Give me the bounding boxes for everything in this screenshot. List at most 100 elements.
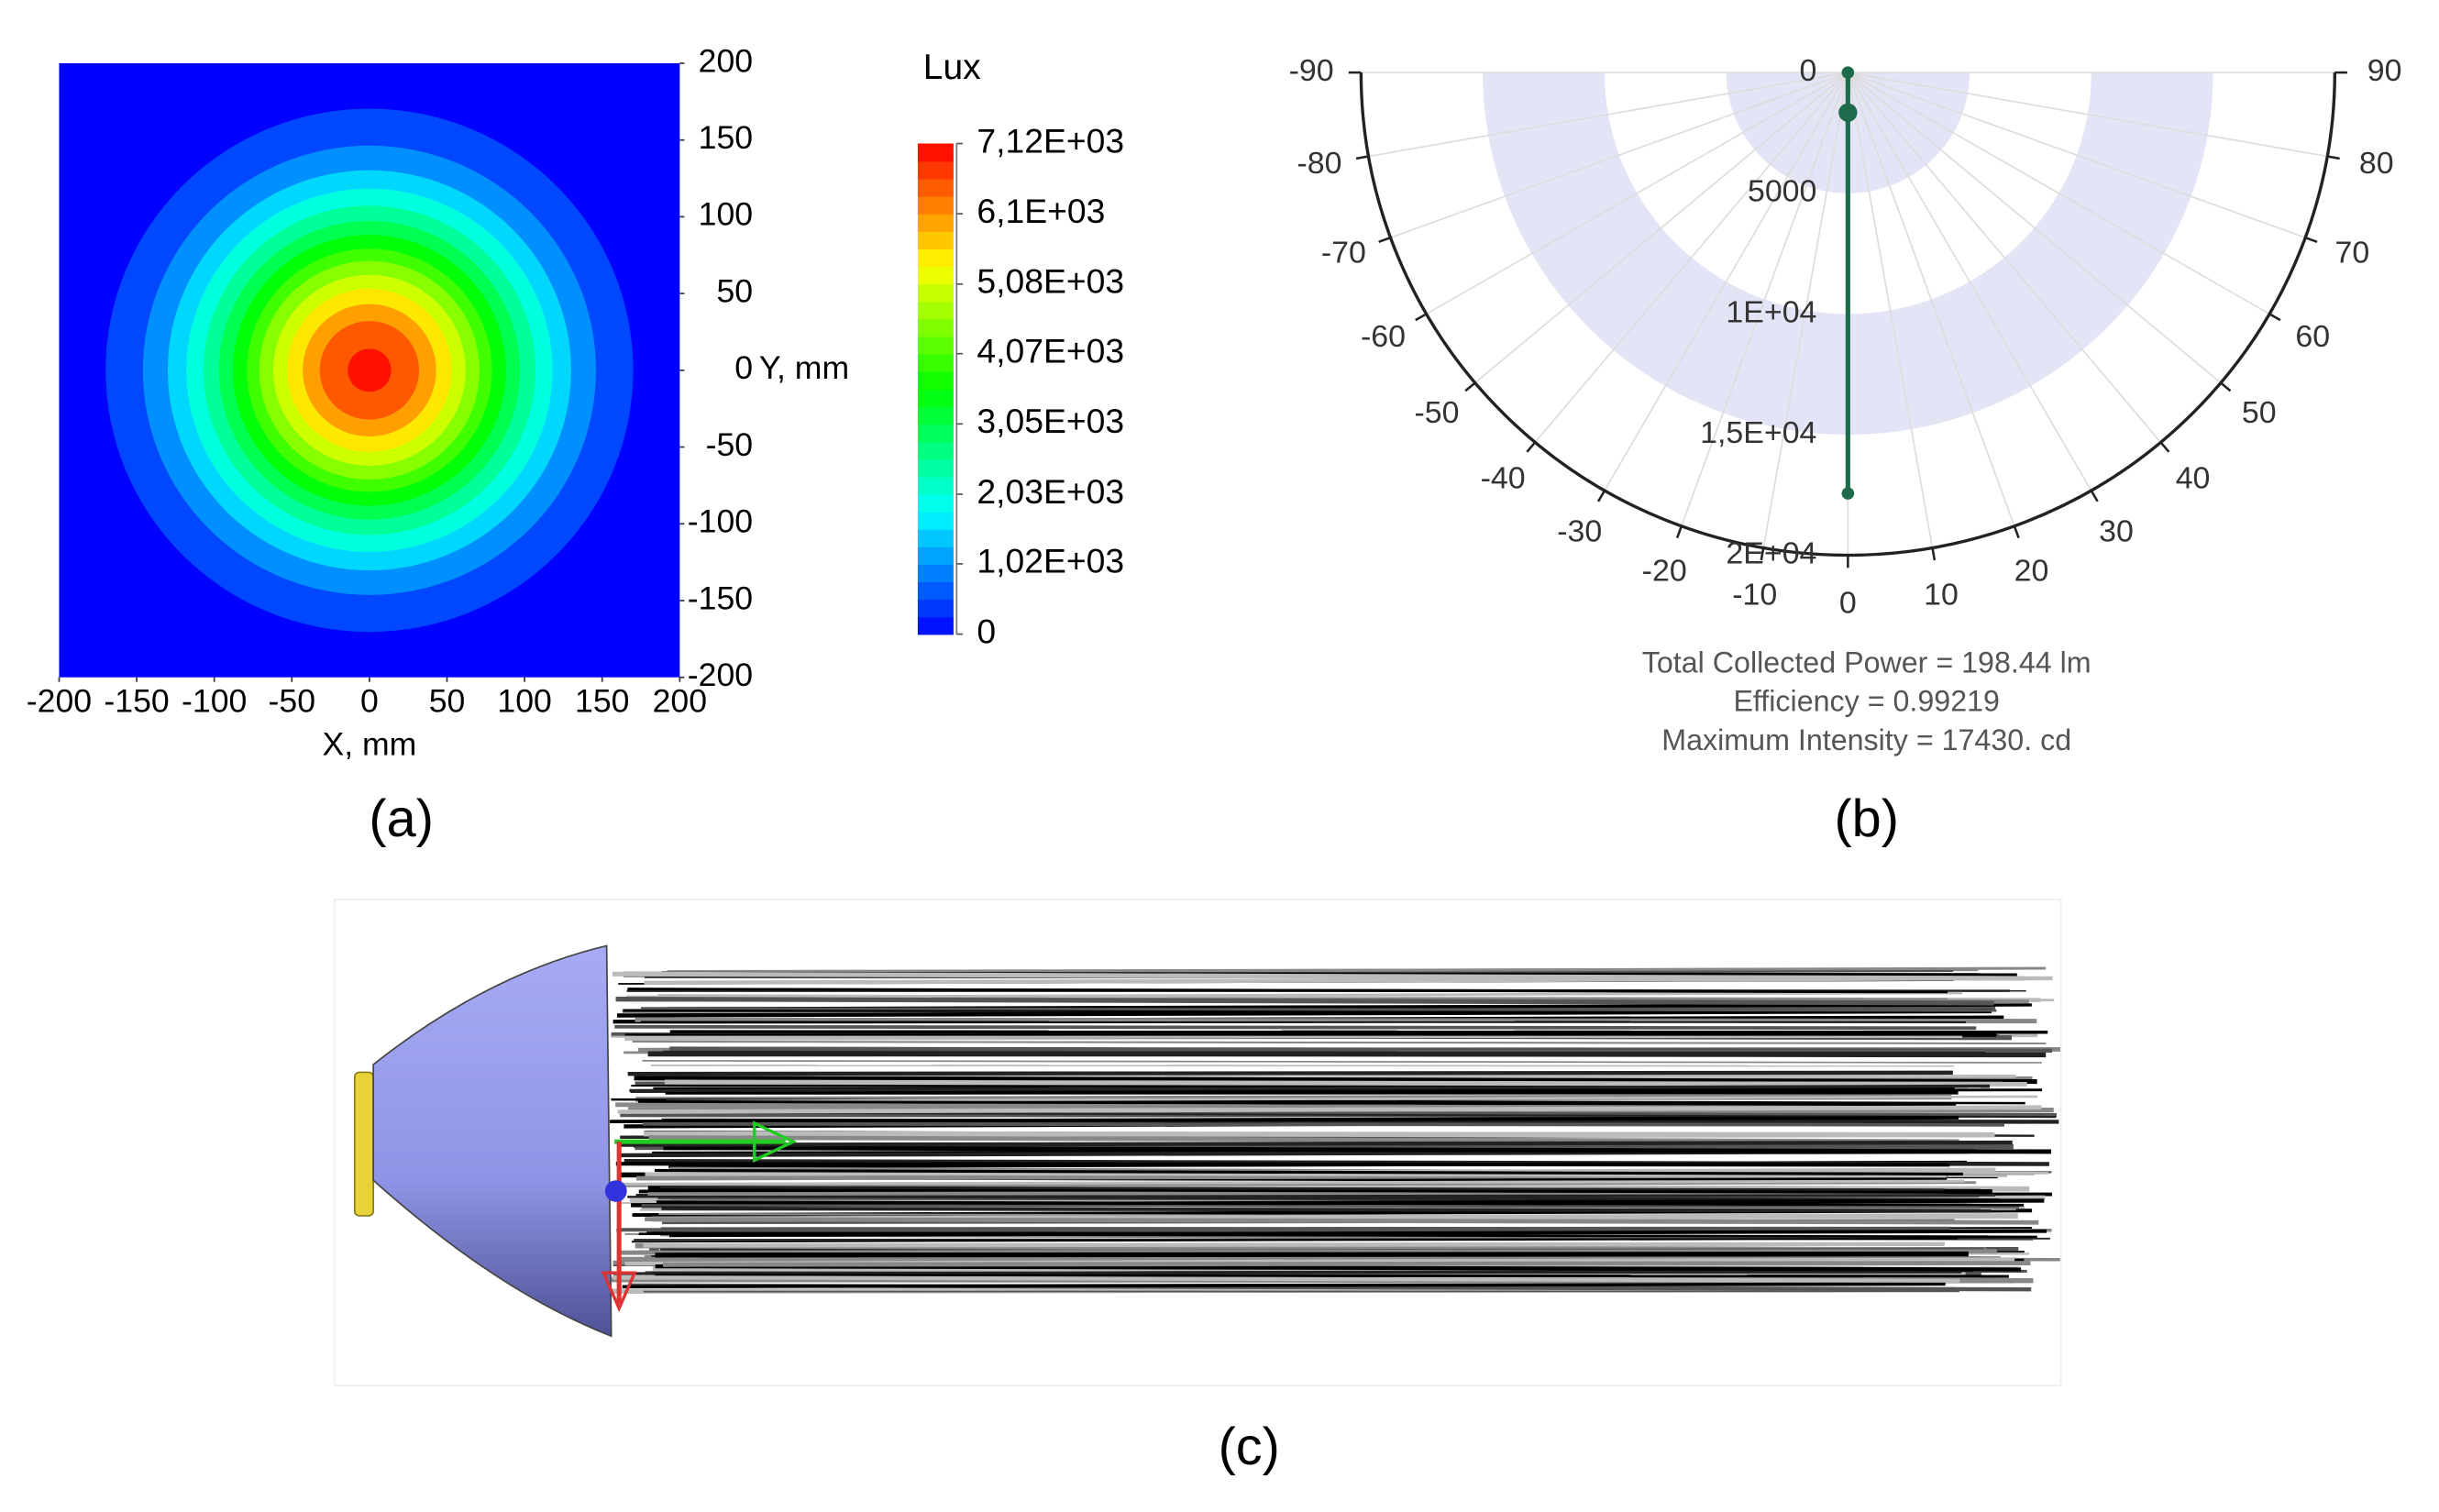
- ray: [612, 971, 2025, 981]
- theta-tick-label: 80: [2359, 146, 2394, 181]
- theta-tick-label: 20: [2014, 554, 2049, 589]
- axis-y-head: [753, 1120, 798, 1164]
- theta-tick: [2090, 490, 2099, 502]
- colorbar-band: [917, 389, 954, 407]
- ray: [661, 966, 2047, 975]
- theta-tick-label: -10: [1732, 578, 1777, 613]
- colorbar-band: [917, 160, 954, 180]
- led-source: [353, 1071, 374, 1217]
- colorbar-band: [917, 266, 954, 285]
- spoke: [1847, 72, 1934, 548]
- colorbar-tick-label: 6,1E+03: [977, 192, 1105, 230]
- spoke: [1426, 72, 1849, 315]
- theta-tick: [1415, 313, 1428, 322]
- colorbar-title: Lux: [923, 48, 981, 87]
- ray: [612, 1275, 1960, 1283]
- theta-tick: [2327, 155, 2340, 160]
- annotation: Efficiency = 0.99219: [1733, 685, 2000, 718]
- colorbar-band: [917, 476, 954, 495]
- x-tick-label: -150: [104, 683, 169, 720]
- ray: [659, 1186, 1945, 1191]
- spoke: [1368, 72, 1849, 158]
- colorbar-band: [917, 546, 954, 565]
- theta-tick-label: 30: [2099, 514, 2134, 549]
- theta-tick: [1464, 381, 1476, 392]
- colorbar-band: [917, 283, 954, 303]
- colorbar-band: [917, 564, 954, 583]
- x-tick-label: -50: [269, 683, 315, 720]
- colorbar-band: [917, 213, 954, 232]
- colorbar-band: [917, 370, 954, 390]
- panel-label: (b): [1834, 789, 1898, 848]
- colorbar-tick-label: 2,03E+03: [977, 472, 1124, 511]
- reflector: [372, 944, 613, 1338]
- r-tick-label: 1,5E+04: [1700, 415, 1816, 450]
- y-axis-label: Y, mm: [759, 349, 849, 386]
- spoke: [1680, 72, 1849, 527]
- theta-tick-label: 0: [1839, 586, 1857, 621]
- ray: [627, 1194, 1996, 1198]
- ray: [629, 1084, 1991, 1093]
- ray: [657, 1170, 1947, 1178]
- x-tick-label: -200: [27, 683, 92, 720]
- theta-tick-label: -20: [1642, 554, 1687, 589]
- spoke: [1848, 72, 2328, 158]
- ray: [624, 1181, 1977, 1187]
- ray: [643, 1242, 1945, 1248]
- spoke: [1847, 72, 2222, 384]
- ray: [641, 1007, 1997, 1012]
- colorbar-band: [917, 493, 954, 513]
- ray: [624, 1032, 1997, 1038]
- theta-tick: [1596, 490, 1606, 502]
- x-tick-label: 0: [360, 683, 379, 720]
- theta-tick-label: -90: [1289, 53, 1334, 88]
- colorbar-band: [917, 599, 954, 618]
- ray: [669, 1046, 2053, 1053]
- spoke: [1604, 72, 1849, 491]
- x-tick-label: -100: [182, 683, 247, 720]
- spoke: [1474, 72, 1849, 384]
- polar-boundary: [1359, 72, 2337, 557]
- theta-tick: [1760, 547, 1765, 561]
- colorbar-tick-label: 4,07E+03: [977, 332, 1124, 370]
- r-tick-label: 0: [1800, 53, 1817, 88]
- spoke: [1762, 72, 1849, 548]
- colorbar-band: [917, 581, 954, 601]
- y-tick-label: -100: [688, 503, 753, 540]
- colorbar-band: [917, 143, 954, 162]
- colorbar-band: [917, 458, 954, 478]
- ray: [617, 1249, 1997, 1255]
- theta-tick: [2268, 313, 2281, 322]
- colorbar-tick-label: 3,05E+03: [977, 402, 1124, 440]
- ray: [617, 1140, 2013, 1147]
- ray: [650, 1065, 1954, 1067]
- ray: [638, 1099, 1957, 1107]
- colorbar-tick-label: 0: [977, 612, 996, 650]
- theta-tick-label: 90: [2367, 53, 2402, 88]
- theta-tick: [1526, 441, 1537, 453]
- theta-tick-label: -70: [1321, 236, 1366, 270]
- y-tick-label: -150: [688, 579, 753, 616]
- theta-tick-label: 40: [2176, 461, 2211, 496]
- theta-tick-label: 70: [2334, 236, 2369, 270]
- spoke: [1534, 72, 1849, 444]
- ray: [668, 1229, 2047, 1238]
- ray: [664, 1079, 2027, 1087]
- theta-tick: [2013, 525, 2020, 539]
- y-tick-label: -200: [688, 657, 753, 693]
- ray: [642, 1121, 2004, 1127]
- ray: [654, 1168, 1963, 1175]
- intensity-point: [1838, 103, 1858, 122]
- ray: [627, 988, 1948, 994]
- contour-panel: -200 -150 -100 -50 0 50 100 150 200-200-150-100-…: [27, 42, 1124, 762]
- ray: [640, 1111, 2057, 1119]
- ray: [645, 1217, 2039, 1225]
- x-tick-label: 50: [429, 683, 466, 720]
- theta-tick: [1931, 547, 1937, 561]
- y-tick-label: -50: [706, 426, 753, 463]
- ray: [661, 1206, 1992, 1213]
- ray: [663, 1145, 2052, 1154]
- theta-tick: [1675, 525, 1683, 539]
- colorbar-band: [917, 231, 954, 249]
